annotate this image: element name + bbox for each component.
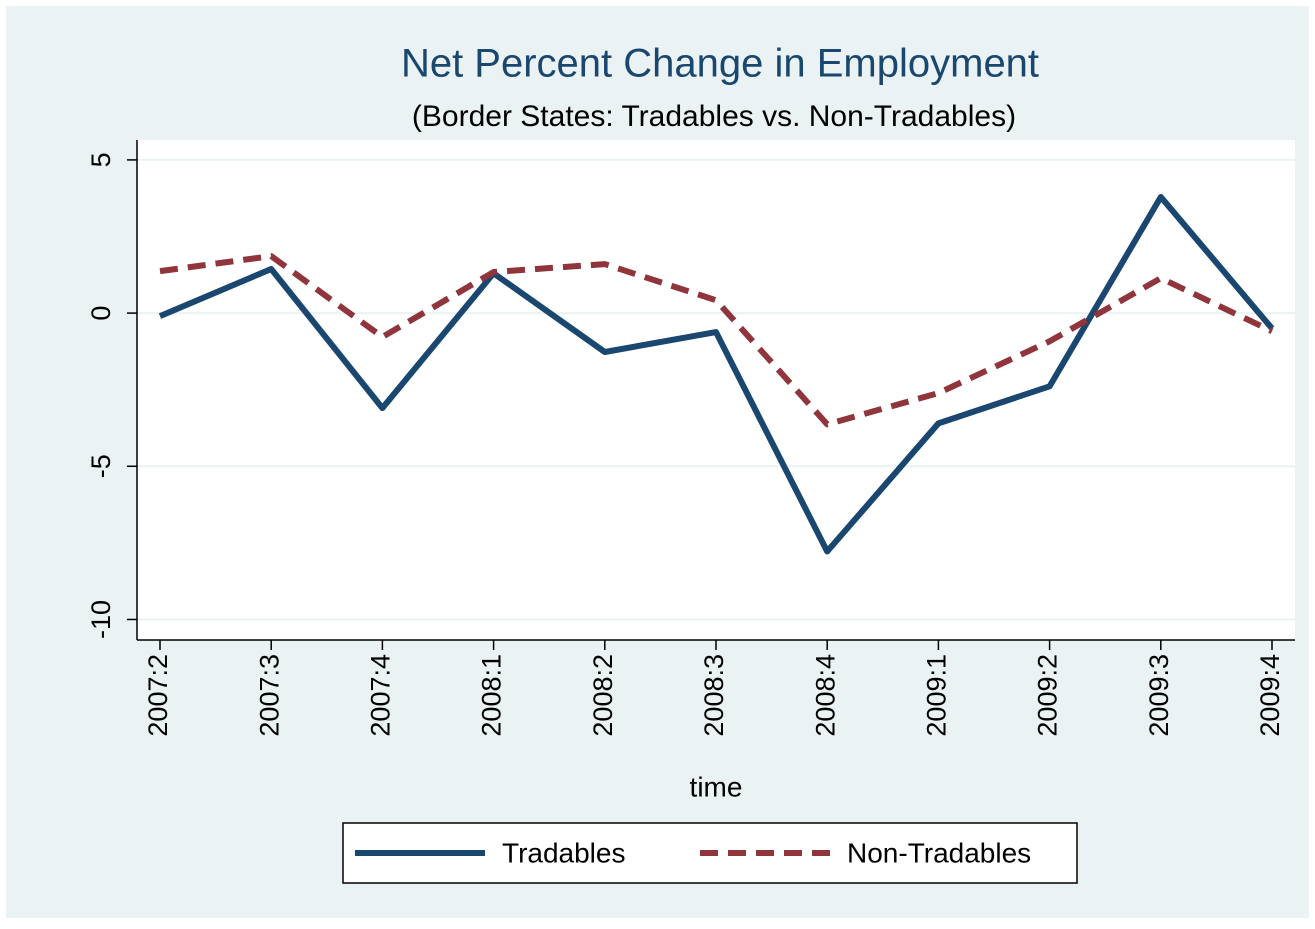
x-axis-title: time — [690, 771, 743, 802]
legend-label: Non-Tradables — [847, 837, 1031, 868]
legend-label: Tradables — [502, 837, 625, 868]
x-tick-label: 2009:1 — [922, 654, 952, 737]
y-tick-label: 5 — [86, 152, 116, 167]
x-tick-label: 2009:3 — [1144, 654, 1174, 737]
x-tick-label: 2008:1 — [477, 654, 507, 737]
x-tick-label: 2007:2 — [143, 654, 173, 737]
x-tick-label: 2009:4 — [1255, 654, 1285, 737]
x-tick-label: 2008:2 — [588, 654, 618, 737]
plot-region — [137, 140, 1295, 640]
x-tick-label: 2007:3 — [254, 654, 284, 737]
y-tick-label: -10 — [86, 600, 116, 639]
x-tick-label: 2007:4 — [366, 654, 396, 737]
x-tick-label: 2009:2 — [1033, 654, 1063, 737]
y-tick-label: -5 — [86, 454, 116, 478]
x-tick-label: 2008:4 — [810, 654, 840, 737]
chart-subtitle: (Border States: Tradables vs. Non-Tradab… — [412, 100, 1016, 133]
line-series — [159, 253, 1274, 428]
y-tick-label: 0 — [86, 306, 116, 321]
chart-title: Net Percent Change in Employment — [401, 42, 1039, 86]
x-tick-label: 2008:3 — [699, 654, 729, 737]
